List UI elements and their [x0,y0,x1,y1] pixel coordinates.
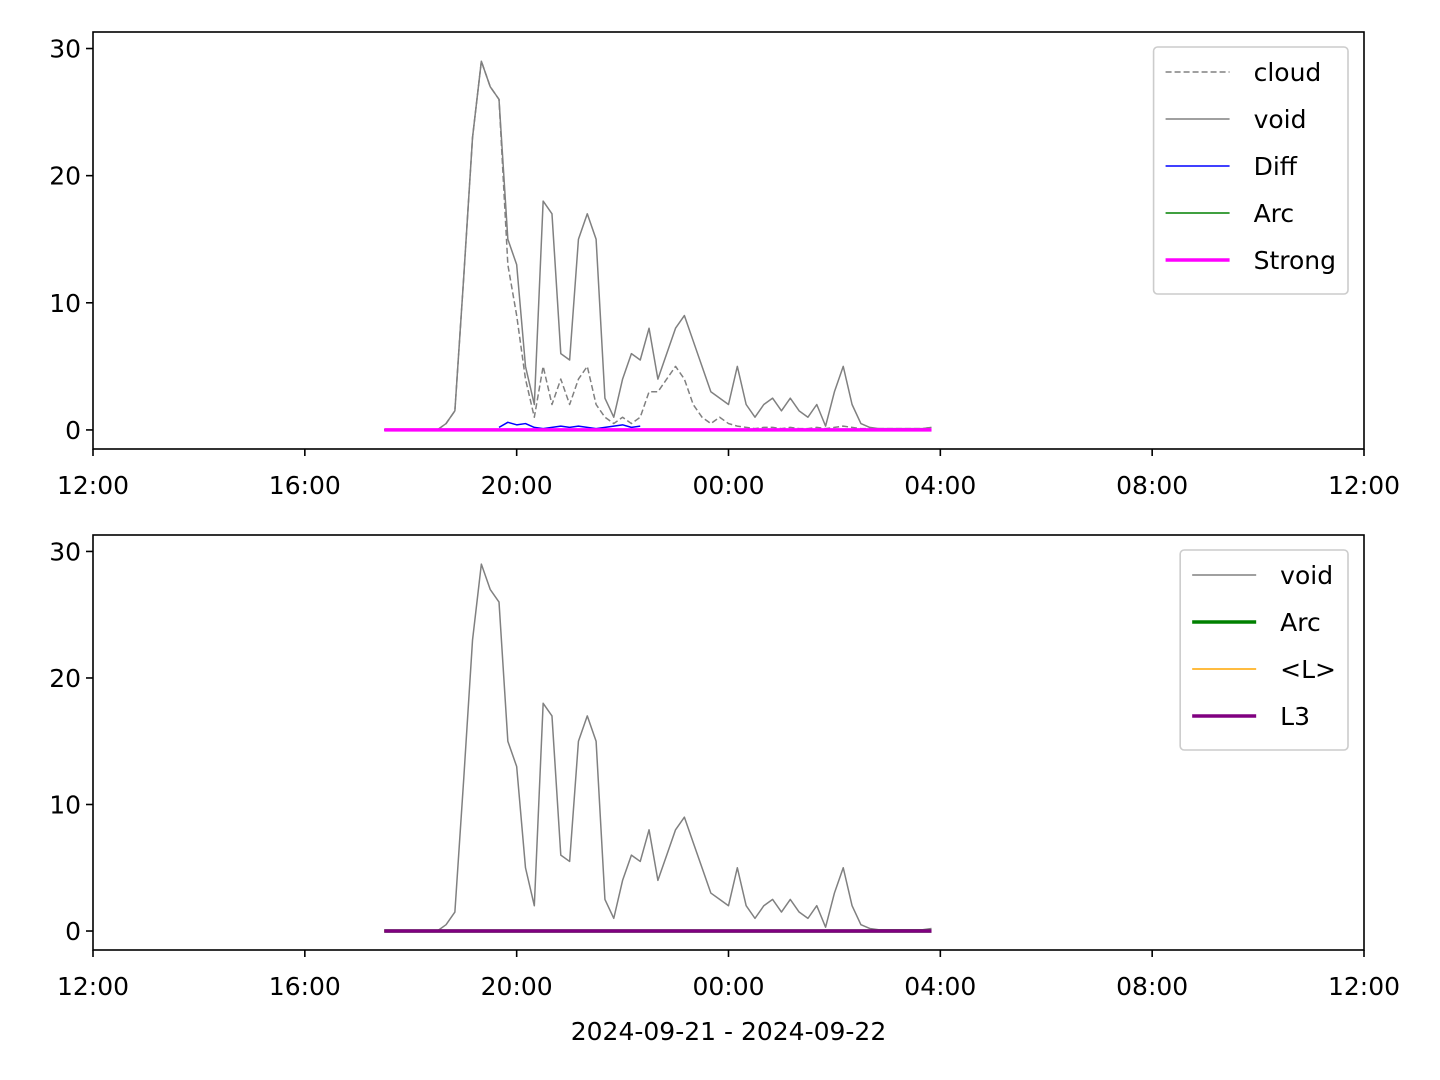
x-tick-label: 12:00 [57,471,129,500]
legend-frame [1152,46,1349,295]
x-tick-label: 20:00 [481,972,553,1001]
y-tick-label: 10 [49,289,81,318]
x-axis-label: 2024-09-21 - 2024-09-22 [571,1017,887,1046]
x-tick-label: 08:00 [1116,972,1188,1001]
y-tick-label: 20 [49,162,81,191]
y-tick-label: 30 [49,35,81,64]
legend-label: Diff [1254,152,1298,181]
x-tick-label: 12:00 [57,972,129,1001]
y-tick-label: 30 [49,537,81,566]
series-line [498,421,641,430]
series-line [384,60,932,431]
y-tick-label: 0 [65,917,81,946]
legend-label: void [1280,561,1333,590]
x-tick-label: 04:00 [904,972,976,1001]
y-tick-label: 20 [49,664,81,693]
axes-frame [92,534,1365,951]
legend-label: void [1254,105,1307,134]
x-tick-label: 20:00 [481,471,553,500]
legend-label: <L> [1280,655,1336,684]
legend-label: cloud [1254,58,1322,87]
x-tick-label: 12:00 [1328,471,1400,500]
y-tick-label: 0 [65,416,81,445]
legend-label: Arc [1280,608,1321,637]
x-tick-label: 16:00 [269,972,341,1001]
x-tick-label: 00:00 [692,471,764,500]
legend: cloud void Diff Arc Strong [1152,46,1349,295]
legend: void Arc <L> L3 [1179,549,1349,751]
axes: 0 10 20 30 12:00 16:00 20:00 00:00 04:00 08:00 12:… [49,31,1400,500]
x-tick-label: 12:00 [1328,972,1400,1001]
x-tick-label: 08:00 [1116,471,1188,500]
legend-label: L3 [1280,702,1310,731]
y-tick-label: 10 [49,790,81,819]
axes-frame [92,31,1365,450]
x-tick-label: 16:00 [269,471,341,500]
axes: 0 10 20 30 12:00 16:00 20:00 00:00 04:00 08:00 12:… [49,534,1400,1046]
legend-label: Strong [1254,246,1336,275]
legend-frame [1179,549,1349,751]
x-tick-label: 04:00 [904,471,976,500]
series-line [384,563,932,932]
x-tick-label: 00:00 [692,972,764,1001]
legend-label: Arc [1254,199,1295,228]
